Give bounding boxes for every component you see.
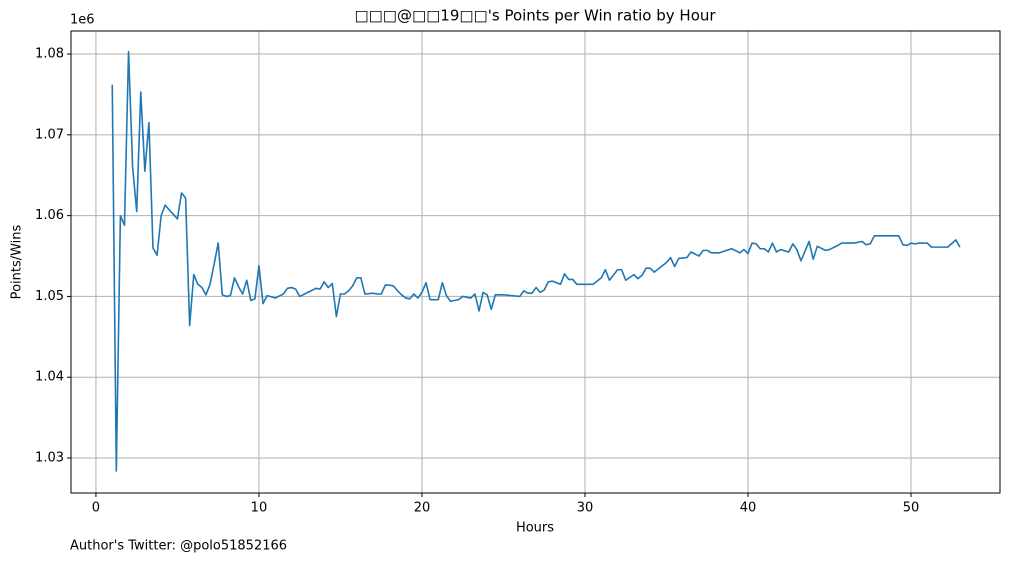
y-tick-label: 1.08 [35, 47, 64, 62]
plot-frame [70, 30, 1001, 494]
x-tick-label: 20 [414, 501, 431, 516]
x-tick-label: 40 [740, 501, 757, 516]
x-tick-label: 30 [577, 501, 594, 516]
y-offset-label: 1e6 [70, 13, 95, 28]
x-tick-label: 0 [92, 501, 100, 516]
chart-title: □□□@□□19□□'s Points per Win ratio by Hou… [354, 7, 716, 25]
x-tick-label: 50 [903, 501, 920, 516]
x-axis-label: Hours [516, 521, 554, 536]
y-tick-label: 1.04 [35, 370, 64, 385]
y-tick-label: 1.07 [35, 127, 64, 142]
y-tick-label: 1.06 [35, 208, 64, 223]
data-line [111, 50, 961, 472]
y-axis-label: Points/Wins [10, 224, 25, 299]
y-tick-label: 1.05 [35, 289, 64, 304]
x-tick-label: 10 [251, 501, 268, 516]
y-tick-label: 1.03 [35, 451, 64, 466]
footnote: Author's Twitter: @polo51852166 [70, 539, 287, 554]
